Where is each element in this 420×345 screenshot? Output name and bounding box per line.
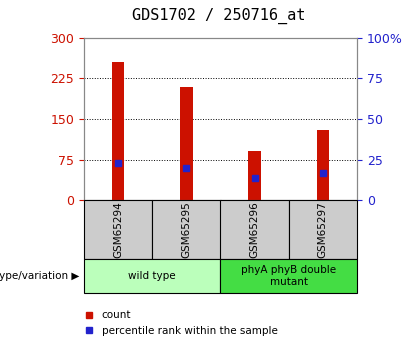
Bar xyxy=(220,200,289,259)
Text: GSM65294: GSM65294 xyxy=(113,201,123,258)
Text: genotype/variation ▶: genotype/variation ▶ xyxy=(0,271,80,281)
Bar xyxy=(220,259,357,293)
Bar xyxy=(289,200,357,259)
Bar xyxy=(84,259,220,293)
Bar xyxy=(152,200,221,259)
Text: GSM65295: GSM65295 xyxy=(181,201,192,258)
Bar xyxy=(84,200,152,259)
Text: GDS1702 / 250716_at: GDS1702 / 250716_at xyxy=(132,8,305,24)
Bar xyxy=(249,151,261,200)
Text: wild type: wild type xyxy=(129,271,176,281)
Bar xyxy=(180,87,192,200)
Text: GSM65297: GSM65297 xyxy=(318,201,328,258)
Text: phyA phyB double
mutant: phyA phyB double mutant xyxy=(241,265,336,287)
Bar xyxy=(317,130,329,200)
Legend: count, percentile rank within the sample: count, percentile rank within the sample xyxy=(81,306,282,340)
Text: GSM65296: GSM65296 xyxy=(249,201,260,258)
Bar xyxy=(112,62,124,200)
